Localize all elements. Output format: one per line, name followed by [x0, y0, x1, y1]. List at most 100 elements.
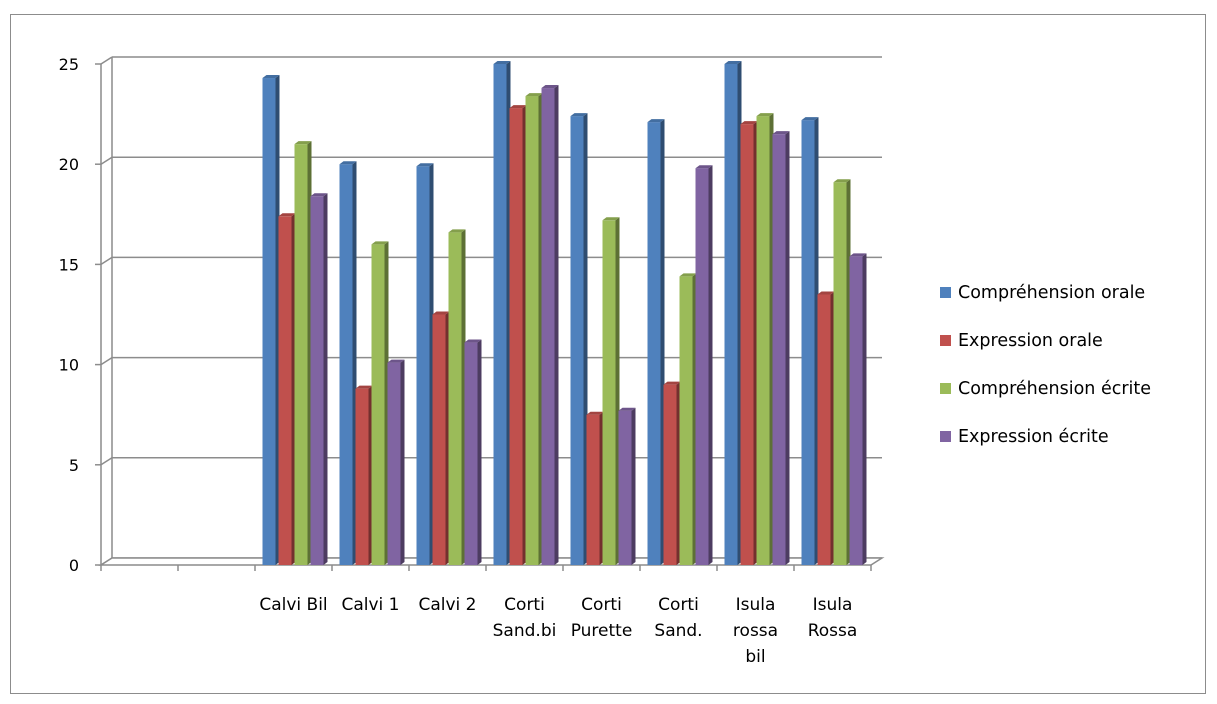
bar	[541, 85, 559, 565]
bar-side	[631, 407, 636, 565]
bar-side	[554, 85, 559, 565]
x-tick-label: Sand.	[654, 621, 702, 641]
bar-top	[278, 213, 296, 217]
bar	[618, 407, 636, 565]
legend-swatch	[940, 287, 951, 298]
bar-front	[695, 168, 709, 565]
bar	[724, 61, 742, 565]
gridline-side	[100, 156, 113, 165]
bar	[464, 339, 482, 565]
bar-top	[448, 229, 466, 233]
x-tick-label: Sand.bi	[493, 621, 557, 641]
bar-front	[294, 144, 308, 565]
bar-front	[740, 124, 754, 566]
bar-front	[509, 108, 523, 565]
bar-top	[849, 253, 867, 257]
bar-top	[416, 163, 434, 167]
legend: Compréhension orale Expression orale Compr…	[940, 283, 1151, 447]
bar	[448, 229, 466, 565]
gridline-side	[100, 457, 113, 466]
bar-side	[785, 131, 790, 565]
y-tick-label: 15	[59, 255, 79, 274]
legend-label: Expression écrite	[958, 427, 1109, 447]
bar-front	[772, 134, 786, 565]
x-tick-label: rossa	[733, 621, 778, 641]
bar-top	[339, 161, 357, 165]
x-tick-label: Corti	[504, 595, 545, 615]
bar-top	[355, 385, 373, 389]
x-tick-label: Corti	[658, 595, 699, 615]
bar-front	[663, 384, 677, 565]
legend-entry: Compréhension écrite	[940, 379, 1151, 399]
bar-top	[602, 217, 620, 221]
legend-swatch	[940, 383, 951, 394]
bar-side	[862, 253, 867, 565]
bar-top	[772, 131, 790, 135]
y-tick-label: 5	[69, 456, 79, 475]
bar	[695, 165, 713, 565]
bar-front	[724, 64, 738, 565]
bar-side	[400, 359, 405, 565]
bar-front	[647, 122, 661, 565]
bar-top	[833, 179, 851, 183]
bar-top	[586, 411, 604, 415]
bar	[756, 113, 774, 565]
x-tick-label: Calvi 2	[418, 595, 476, 615]
x-tick-label: Purette	[571, 621, 633, 641]
bar-top	[509, 105, 527, 109]
bar	[387, 359, 405, 565]
x-tick-label: Rossa	[808, 621, 858, 641]
bar-top	[570, 113, 588, 117]
bar-front	[371, 244, 385, 566]
bar-top	[464, 339, 482, 343]
bar-front	[801, 120, 815, 565]
bar	[817, 291, 835, 565]
bar	[663, 381, 681, 565]
y-tick-label: 0	[69, 556, 79, 575]
bar	[602, 217, 620, 565]
bar-side	[708, 165, 713, 565]
bar	[740, 121, 758, 566]
bar-front	[602, 220, 616, 565]
bar	[833, 179, 851, 565]
x-tick-label: bil	[745, 647, 765, 667]
bar-front	[278, 216, 292, 565]
bar-front	[464, 342, 478, 565]
bar	[432, 311, 450, 565]
bar	[509, 105, 527, 565]
bar-front	[817, 294, 831, 565]
legend-label: Compréhension écrite	[958, 379, 1151, 399]
bar-side	[477, 339, 482, 565]
bar	[278, 213, 296, 565]
y-tick-label: 10	[59, 356, 79, 375]
tick-labels: 0 5 10 15 20 25 Calvi Bil Calvi 1 Calvi 2 Corti Sa…	[59, 55, 858, 667]
bar-top	[679, 273, 697, 277]
bar	[801, 117, 819, 565]
bar	[339, 161, 357, 565]
bar	[525, 93, 543, 566]
bar-front	[310, 196, 324, 565]
bars	[262, 61, 867, 566]
bar-top	[663, 381, 681, 385]
gridline-side	[100, 256, 113, 266]
legend-swatch	[940, 335, 951, 346]
bar	[416, 163, 434, 566]
bar	[371, 241, 389, 566]
bar-top	[371, 241, 389, 245]
bar-top	[387, 359, 405, 363]
bar-front	[525, 96, 539, 566]
legend-label: Expression orale	[958, 331, 1103, 351]
x-tick-label: Corti	[581, 595, 622, 615]
bar-top	[432, 311, 450, 315]
bar-front	[339, 164, 353, 565]
bar-top	[541, 85, 559, 89]
y-tick-label: 20	[59, 155, 79, 174]
bar-front	[570, 116, 584, 565]
bar	[262, 75, 280, 565]
x-tick-label: Calvi 1	[341, 595, 399, 615]
x-tick-label: Isula	[813, 595, 853, 615]
bar-top	[756, 113, 774, 117]
bar-front	[262, 78, 276, 565]
bar-front	[416, 166, 430, 566]
